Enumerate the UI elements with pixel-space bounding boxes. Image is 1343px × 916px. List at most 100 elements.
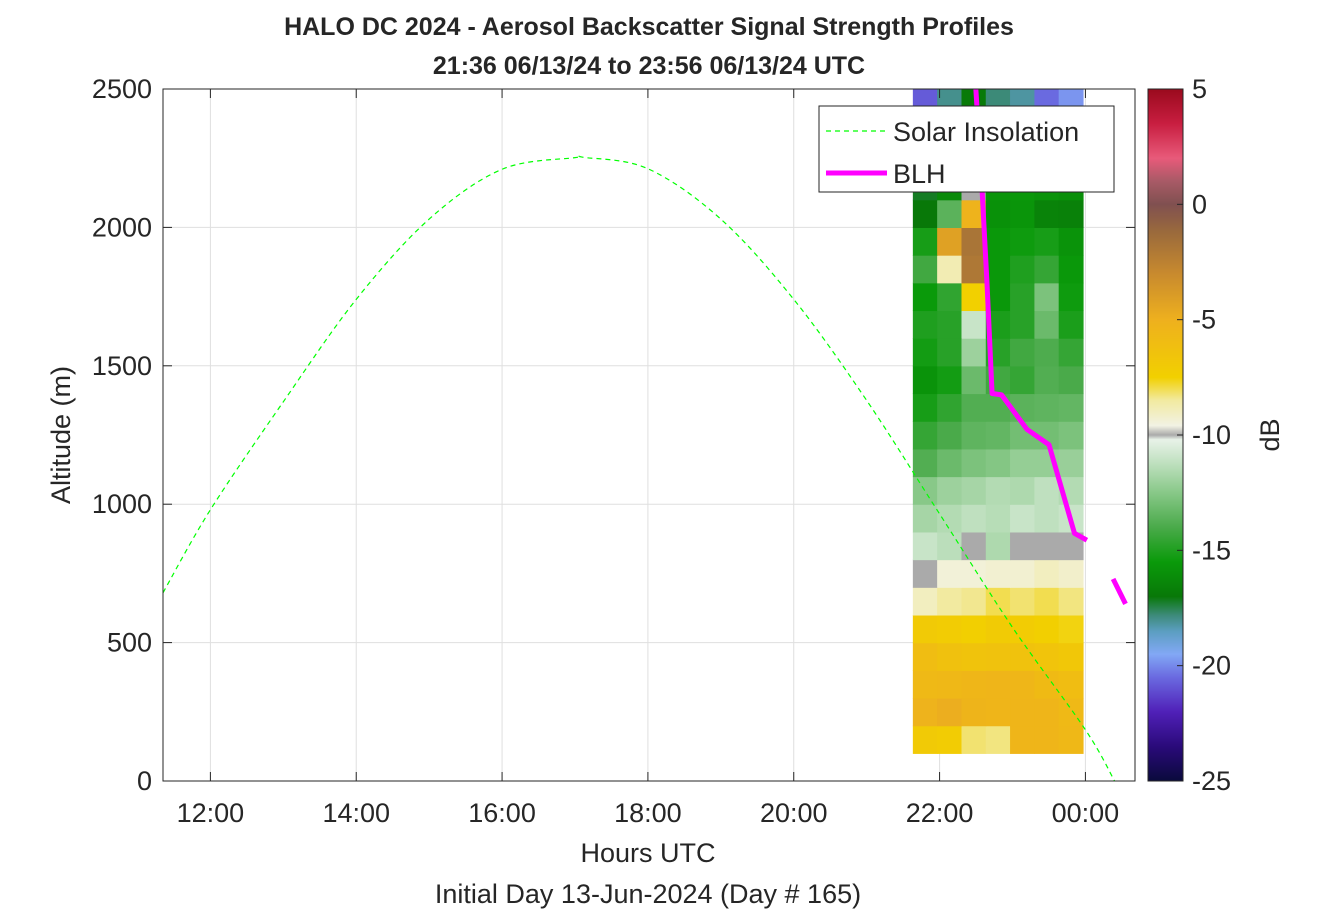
colorbar-strip xyxy=(1148,549,1183,551)
x-axis-label: Hours UTC xyxy=(580,838,715,868)
colorbar-strip xyxy=(1148,268,1183,270)
colorbar-strip xyxy=(1148,327,1183,329)
colorbar-strip xyxy=(1148,116,1183,118)
colorbar-strip xyxy=(1148,417,1183,419)
colorbar-strip xyxy=(1148,712,1183,714)
colorbar-strip xyxy=(1148,140,1183,142)
colorbar-strip xyxy=(1148,550,1183,552)
colorbar-strip xyxy=(1148,523,1183,525)
colorbar-strip xyxy=(1148,172,1183,174)
colorbar-strip xyxy=(1148,139,1183,141)
colorbar-strip xyxy=(1148,615,1183,617)
colorbar-strip xyxy=(1148,553,1183,555)
heatmap-cell xyxy=(961,310,987,339)
colorbar-strip xyxy=(1148,519,1183,521)
colorbar-strip xyxy=(1148,763,1183,765)
colorbar-strip xyxy=(1148,693,1183,695)
colorbar-strip xyxy=(1148,190,1183,192)
heatmap-cell xyxy=(1058,670,1084,699)
colorbar-strip xyxy=(1148,300,1183,302)
colorbar-strip xyxy=(1148,320,1183,322)
colorbar-strip xyxy=(1148,492,1183,494)
heatmap-cell xyxy=(985,531,1011,561)
heatmap-cell xyxy=(961,614,987,644)
heatmap-cell xyxy=(1034,365,1060,395)
colorbar-strip xyxy=(1148,729,1183,731)
colorbar-strip xyxy=(1148,571,1183,573)
colorbar-strip xyxy=(1148,120,1183,122)
colorbar-strip xyxy=(1148,160,1183,162)
colorbar-strip xyxy=(1148,220,1183,222)
colorbar-strip xyxy=(1148,316,1183,318)
colorbar-strip xyxy=(1148,775,1183,777)
colorbar-strip xyxy=(1148,336,1183,338)
colorbar-strip xyxy=(1148,643,1183,645)
colorbar-strip xyxy=(1148,545,1183,547)
x-tick-label: 22:00 xyxy=(906,798,974,828)
colorbar-strip xyxy=(1148,366,1183,368)
colorbar-strip xyxy=(1148,372,1183,374)
colorbar-strip xyxy=(1148,531,1183,533)
heatmap-cell xyxy=(985,670,1011,699)
colorbar-strip xyxy=(1148,198,1183,200)
heatmap-cell xyxy=(1058,421,1084,450)
colorbar-strip xyxy=(1148,124,1183,126)
colorbar-strip xyxy=(1148,457,1183,459)
colorbar-strip xyxy=(1148,641,1183,643)
heatmap-cell xyxy=(985,421,1011,450)
heatmap-cell xyxy=(912,227,938,256)
axis-ticks: 12:00 14:00 16:00 18:00 20:00 22:00 00:00 0 500 1… xyxy=(92,74,1135,828)
heatmap-cell xyxy=(1058,614,1084,644)
colorbar-strip xyxy=(1148,558,1183,560)
colorbar-strip xyxy=(1148,441,1183,443)
heatmap-cell xyxy=(1010,670,1035,699)
colorbar-strip xyxy=(1148,265,1183,267)
colorbar-strip xyxy=(1148,229,1183,231)
colorbar-strip xyxy=(1148,760,1183,762)
colorbar-strip xyxy=(1148,414,1183,416)
colorbar-tick-label: 5 xyxy=(1192,74,1207,104)
heatmap-cell xyxy=(1010,476,1035,505)
colorbar-strip xyxy=(1148,291,1183,293)
heatmap-cell xyxy=(985,559,1011,588)
colorbar-strip xyxy=(1148,177,1183,179)
colorbar-strip xyxy=(1148,623,1183,625)
colorbar-strip xyxy=(1148,344,1183,346)
heatmap-cell xyxy=(912,559,938,588)
heatmap-cell xyxy=(1058,587,1084,616)
colorbar-strip xyxy=(1148,257,1183,259)
colorbar-strip xyxy=(1148,580,1183,582)
colorbar-strip xyxy=(1148,325,1183,327)
colorbar-strip xyxy=(1148,413,1183,415)
colorbar-strip xyxy=(1148,611,1183,613)
colorbar-strip xyxy=(1148,333,1183,335)
colorbar-strip xyxy=(1148,346,1183,348)
colorbar-strip xyxy=(1148,224,1183,226)
colorbar-strip xyxy=(1148,479,1183,481)
colorbar-strip xyxy=(1148,424,1183,426)
colorbar-strip xyxy=(1148,706,1183,708)
colorbar-strip xyxy=(1148,538,1183,540)
colorbar-strip xyxy=(1148,588,1183,590)
colorbar-strip xyxy=(1148,109,1183,111)
colorbar-strip xyxy=(1148,448,1183,450)
colorbar-strip xyxy=(1148,188,1183,190)
colorbar-strip xyxy=(1148,278,1183,280)
colorbar-strip xyxy=(1148,251,1183,253)
colorbar-strip xyxy=(1148,202,1183,204)
legend: Solar Insolation BLH xyxy=(818,105,1115,193)
heatmap-cell xyxy=(937,282,963,312)
colorbar-strip xyxy=(1148,652,1183,654)
colorbar-strip xyxy=(1148,284,1183,286)
colorbar-strip xyxy=(1148,227,1183,229)
colorbar-strip xyxy=(1148,248,1183,250)
colorbar-strip xyxy=(1148,675,1183,677)
colorbar-strip xyxy=(1148,591,1183,593)
colorbar-strip xyxy=(1148,343,1183,345)
colorbar-strip xyxy=(1148,231,1183,233)
heatmap-cell xyxy=(961,255,987,284)
colorbar-strip xyxy=(1148,462,1183,464)
colorbar-strip xyxy=(1148,573,1183,575)
colorbar-strip xyxy=(1148,338,1183,340)
colorbar-strip xyxy=(1148,219,1183,221)
